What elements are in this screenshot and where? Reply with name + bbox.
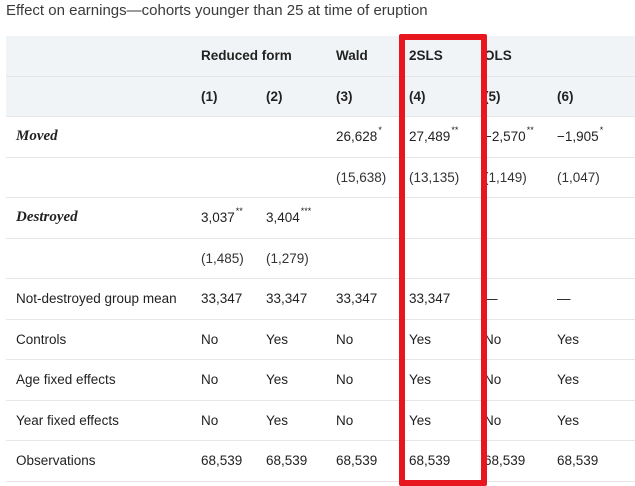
table-cell: 68,539 bbox=[557, 440, 635, 482]
column-number: (4) bbox=[409, 76, 485, 117]
table-row-group-mean: Not-destroyed group mean 33,347 33,347 3… bbox=[6, 278, 635, 320]
significance-stars: * bbox=[378, 125, 382, 135]
coef-cell bbox=[409, 197, 485, 239]
coef-cell: 3,404 *** bbox=[266, 197, 337, 239]
row-label: Observations bbox=[6, 440, 201, 482]
column-number: (5) bbox=[484, 76, 558, 117]
table-row-observations: Observations 68,539 68,539 68,539 68,539… bbox=[6, 440, 635, 482]
coef-cell: 27,489 ** bbox=[409, 116, 485, 158]
se-cell: (15,638) bbox=[336, 157, 410, 198]
table-cell: Yes bbox=[409, 319, 485, 360]
table-row-controls: Controls No Yes No Yes No Yes bbox=[6, 319, 635, 360]
table-cell: 68,539 bbox=[484, 440, 558, 482]
table-cell: 33,347 bbox=[201, 278, 266, 320]
table-cell: Yes bbox=[557, 400, 635, 441]
significance-stars: ** bbox=[235, 206, 243, 216]
table-cell: No bbox=[201, 400, 266, 441]
table-cell: 68,539 bbox=[201, 440, 266, 482]
se-cell bbox=[484, 238, 558, 279]
table-cell: Yes bbox=[266, 359, 337, 401]
row-label: Age fixed effects bbox=[6, 359, 201, 401]
row-label: Year fixed effects bbox=[6, 400, 201, 441]
coef-cell bbox=[266, 116, 337, 158]
table-cell: No bbox=[484, 319, 558, 360]
table-cell: Yes bbox=[409, 400, 485, 441]
row-label bbox=[6, 238, 201, 279]
header-group-row: Reduced form Wald 2SLS OLS bbox=[6, 36, 635, 77]
header-reduced-form: Reduced form bbox=[201, 36, 337, 77]
coef-cell bbox=[557, 197, 635, 239]
se-cell bbox=[266, 157, 337, 198]
header-corner bbox=[6, 76, 201, 117]
header-ols: OLS bbox=[484, 36, 635, 77]
table-cell: 68,539 bbox=[336, 440, 410, 482]
table-cell: 68,539 bbox=[266, 440, 337, 482]
table-cell: 33,347 bbox=[336, 278, 410, 320]
se-cell bbox=[557, 238, 635, 279]
table-row-moved: Moved 26,628 * 27,489 ** −2,570 ** −1,905 * bbox=[6, 116, 635, 158]
column-number: (2) bbox=[266, 76, 337, 117]
column-number: (6) bbox=[557, 76, 635, 117]
table-row-destroyed: Destroyed 3,037 ** 3,404 *** bbox=[6, 197, 635, 239]
table-cell: Yes bbox=[409, 359, 485, 401]
se-cell bbox=[336, 238, 410, 279]
column-number: (1) bbox=[201, 76, 266, 117]
table-cell: No bbox=[336, 400, 410, 441]
table-cell: No bbox=[484, 359, 558, 401]
se-cell: (1,047) bbox=[557, 157, 635, 198]
table-cell: No bbox=[201, 319, 266, 360]
table-row-destroyed-se: (1,485) (1,279) bbox=[6, 238, 635, 279]
table-row-age-fe: Age fixed effects No Yes No Yes No Yes bbox=[6, 359, 635, 401]
table-cell: Yes bbox=[557, 359, 635, 401]
regression-table: Reduced form Wald 2SLS OLS (1) (2) (3) (… bbox=[6, 36, 635, 482]
coef-cell bbox=[336, 197, 410, 239]
coef-cell bbox=[484, 197, 558, 239]
significance-stars: ** bbox=[526, 125, 534, 135]
table-cell: No bbox=[336, 319, 410, 360]
coef-cell: −2,570 ** bbox=[484, 116, 558, 158]
row-label: Controls bbox=[6, 319, 201, 360]
header-2sls: 2SLS bbox=[409, 36, 485, 77]
column-number: (3) bbox=[336, 76, 410, 117]
table-cell: — bbox=[557, 278, 635, 320]
table-cell: 33,347 bbox=[409, 278, 485, 320]
se-cell bbox=[409, 238, 485, 279]
coef-cell: 26,628 * bbox=[336, 116, 410, 158]
row-label bbox=[6, 157, 201, 198]
se-cell bbox=[201, 157, 266, 198]
se-cell: (1,485) bbox=[201, 238, 266, 279]
table-cell: Yes bbox=[266, 400, 337, 441]
coef-cell: −1,905 * bbox=[557, 116, 635, 158]
coef-cell: 3,037 ** bbox=[201, 197, 266, 239]
se-cell: (1,279) bbox=[266, 238, 337, 279]
table-cell: 68,539 bbox=[409, 440, 485, 482]
row-label: Moved bbox=[6, 116, 201, 158]
table-cell: Yes bbox=[557, 319, 635, 360]
table-cell: 33,347 bbox=[266, 278, 337, 320]
table-cell: No bbox=[336, 359, 410, 401]
significance-stars: * bbox=[599, 125, 604, 135]
coef-cell bbox=[201, 116, 266, 158]
header-column-row: (1) (2) (3) (4) (5) (6) bbox=[6, 76, 635, 117]
significance-stars: ** bbox=[451, 125, 459, 135]
header-corner bbox=[6, 36, 201, 77]
table-cell: No bbox=[201, 359, 266, 401]
table-cell: No bbox=[484, 400, 558, 441]
row-label: Destroyed bbox=[6, 197, 201, 239]
se-cell: (1,149) bbox=[484, 157, 558, 198]
table-caption: Effect on earnings—cohorts younger than … bbox=[6, 2, 428, 19]
se-cell: (13,135) bbox=[409, 157, 485, 198]
significance-stars: *** bbox=[300, 206, 312, 216]
row-label: Not-destroyed group mean bbox=[6, 278, 201, 320]
table-cell: — bbox=[484, 278, 558, 320]
table-cell: Yes bbox=[266, 319, 337, 360]
table-row-moved-se: (15,638) (13,135) (1,149) (1,047) bbox=[6, 157, 635, 198]
header-wald: Wald bbox=[336, 36, 410, 77]
table-row-year-fe: Year fixed effects No Yes No Yes No Yes bbox=[6, 400, 635, 441]
